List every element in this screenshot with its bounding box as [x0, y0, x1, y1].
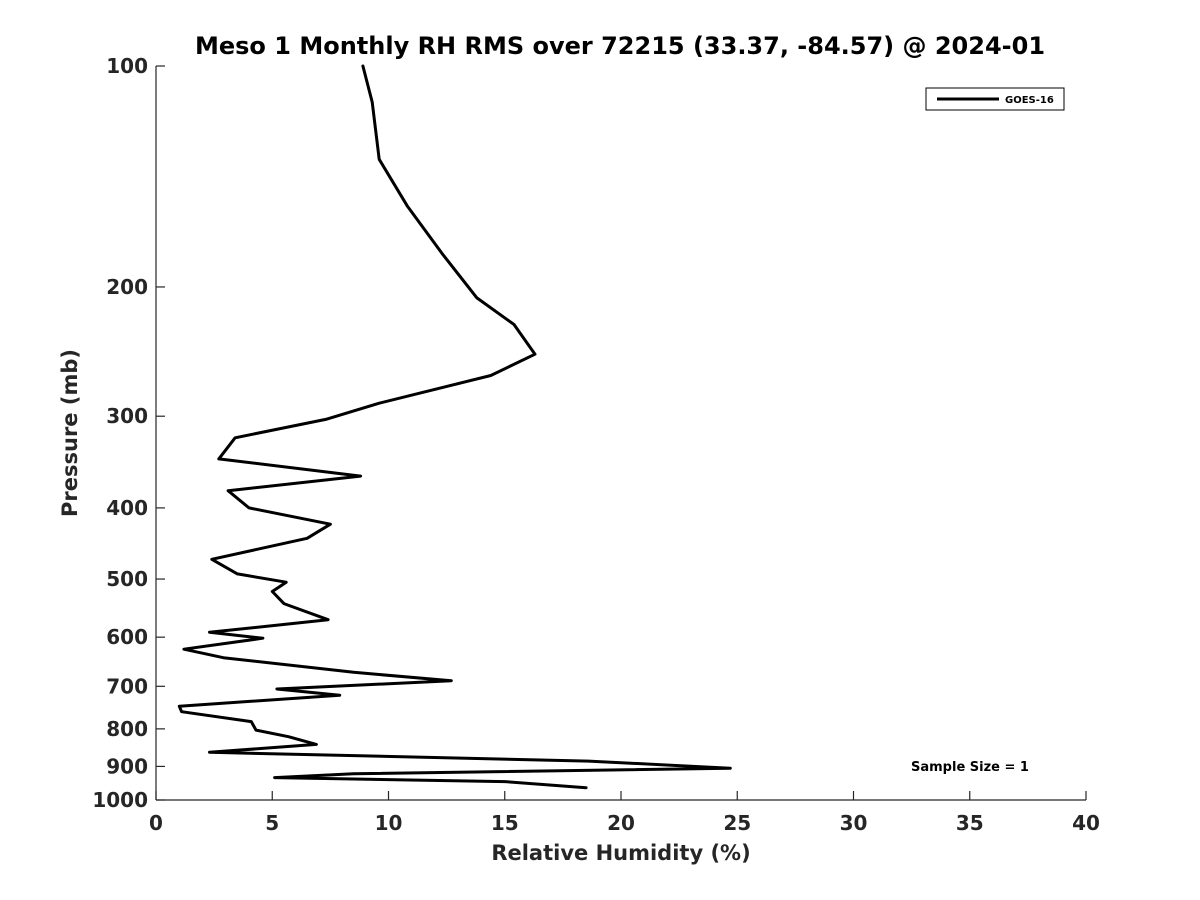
y-tick-label: 1000	[92, 788, 148, 812]
x-tick-label: 25	[723, 811, 751, 835]
legend: GOES-16	[925, 87, 1065, 111]
y-tick-label: 900	[106, 754, 148, 778]
series-line-goes-16	[177, 64, 732, 790]
x-tick-label: 15	[491, 811, 519, 835]
x-tick-label: 35	[956, 811, 984, 835]
y-tick-label: 700	[106, 674, 148, 698]
x-tick-label: 30	[840, 811, 868, 835]
y-tick-label: 100	[106, 54, 148, 78]
y-tick-label: 200	[106, 275, 148, 299]
chart-title: Meso 1 Monthly RH RMS over 72215 (33.37,…	[195, 32, 1045, 60]
x-tick-label: 0	[149, 811, 163, 835]
x-axis-label: Relative Humidity (%)	[491, 841, 750, 865]
sample-size-annotation: Sample Size = 1	[911, 760, 1029, 775]
y-axis-ticks: 100 200 300 400 500 600 700 800 900 1000	[92, 54, 165, 812]
y-tick-label: 300	[106, 404, 148, 428]
x-tick-label: 10	[375, 811, 403, 835]
y-tick-label: 600	[106, 625, 148, 649]
series-layer	[177, 64, 732, 790]
x-tick-label: 5	[265, 811, 279, 835]
y-tick-label: 400	[106, 496, 148, 520]
y-tick-label: 500	[106, 567, 148, 591]
x-tick-label: 40	[1072, 811, 1100, 835]
x-axis-ticks: 0 5 10 15 20 25 30 35 40	[149, 791, 1100, 835]
y-axis-label: Pressure (mb)	[58, 349, 82, 517]
y-tick-label: 800	[106, 717, 148, 741]
legend-label-goes-16: GOES-16	[1005, 95, 1054, 106]
x-tick-label: 20	[607, 811, 635, 835]
